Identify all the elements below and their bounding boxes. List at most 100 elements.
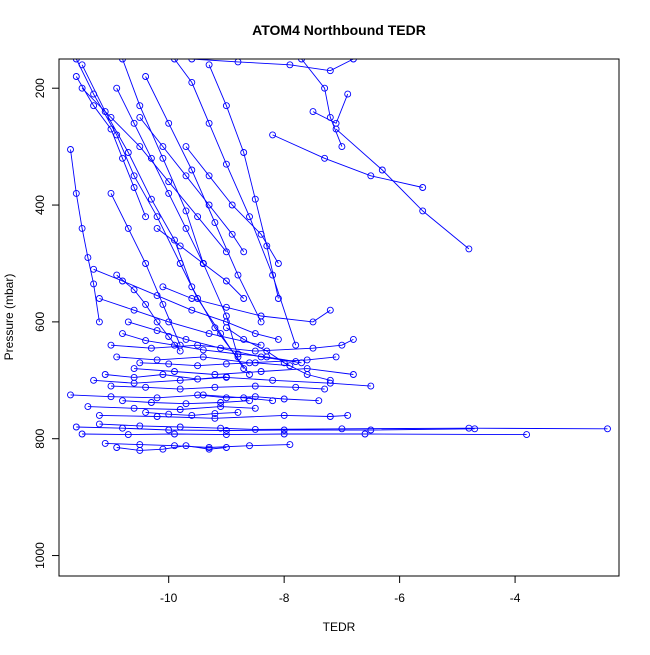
series-line xyxy=(272,134,423,188)
data-point xyxy=(604,425,611,433)
data-point xyxy=(523,431,531,439)
data-point xyxy=(130,365,138,373)
data-point xyxy=(326,379,334,387)
series-line xyxy=(99,298,262,346)
data-point xyxy=(153,213,161,221)
data-point xyxy=(142,337,150,345)
data-point xyxy=(199,353,207,361)
data-point xyxy=(142,300,150,308)
series-line xyxy=(76,426,475,431)
data-point xyxy=(113,84,121,92)
data-point xyxy=(315,397,323,405)
data-point xyxy=(240,394,248,402)
data-point xyxy=(222,427,230,434)
data-point xyxy=(222,248,230,256)
series-line xyxy=(110,193,181,346)
data-point xyxy=(171,442,178,450)
data-point xyxy=(367,382,375,390)
data-point xyxy=(176,376,184,384)
data-point xyxy=(136,102,144,110)
data-point xyxy=(119,330,126,338)
data-point xyxy=(211,324,219,332)
data-point xyxy=(269,271,277,279)
data-point xyxy=(136,113,144,121)
data-point xyxy=(113,131,121,139)
data-point xyxy=(338,341,346,349)
data-point xyxy=(217,403,225,411)
data-point xyxy=(217,424,225,432)
data-point xyxy=(182,442,190,450)
data-point xyxy=(101,439,109,447)
data-point xyxy=(107,189,115,197)
data-point xyxy=(292,341,300,349)
series-line xyxy=(162,286,331,323)
data-point xyxy=(326,376,334,384)
data-point xyxy=(159,445,167,453)
series-line xyxy=(122,333,296,363)
data-point xyxy=(251,359,259,367)
data-point xyxy=(338,425,346,433)
data-point xyxy=(182,143,190,151)
data-point xyxy=(240,335,248,343)
data-point xyxy=(228,201,236,209)
data-point xyxy=(344,411,352,419)
data-point xyxy=(222,360,230,368)
data-point xyxy=(309,318,317,326)
data-point xyxy=(194,391,202,399)
data-point xyxy=(251,404,259,412)
data-point xyxy=(188,306,196,314)
y-axis: 200 400 600 800 1000 xyxy=(33,78,59,569)
data-point xyxy=(90,102,98,110)
series-line xyxy=(128,321,302,364)
data-point xyxy=(107,125,115,133)
data-point xyxy=(147,399,155,406)
x-axis: -10 -8 -6 -4 xyxy=(160,576,521,605)
data-point xyxy=(234,350,242,358)
data-point xyxy=(194,213,202,221)
data-point xyxy=(211,219,219,227)
series-line xyxy=(145,411,239,416)
data-point xyxy=(119,397,126,405)
data-point xyxy=(344,90,352,98)
data-point xyxy=(257,312,265,320)
data-point xyxy=(263,353,271,361)
data-point xyxy=(130,404,138,412)
data-point xyxy=(419,184,427,191)
data-point xyxy=(378,166,386,174)
series-line xyxy=(82,433,527,436)
data-point xyxy=(280,411,288,419)
data-point xyxy=(153,292,161,300)
data-point xyxy=(309,108,317,116)
data-point xyxy=(217,344,225,352)
data-point xyxy=(95,318,103,326)
data-point xyxy=(280,359,288,367)
data-point xyxy=(361,430,369,438)
series-line xyxy=(335,128,470,250)
data-point xyxy=(205,445,213,453)
data-point xyxy=(124,224,132,232)
data-point xyxy=(251,425,259,433)
data-point xyxy=(211,410,219,418)
data-point xyxy=(269,376,277,384)
data-point xyxy=(326,413,334,420)
data-point xyxy=(171,368,178,375)
data-point xyxy=(188,78,196,86)
data-point xyxy=(107,113,115,121)
data-point xyxy=(332,353,340,361)
data-point xyxy=(211,371,219,378)
data-point xyxy=(222,277,230,285)
data-point xyxy=(78,61,86,69)
data-point xyxy=(251,195,259,203)
data-point xyxy=(222,431,230,439)
data-point xyxy=(199,346,207,354)
data-point xyxy=(119,277,126,285)
data-point xyxy=(326,67,334,75)
data-point xyxy=(292,383,300,391)
data-point xyxy=(188,295,196,302)
y-tick-label: 1000 xyxy=(33,542,47,569)
data-point xyxy=(217,330,225,338)
data-point xyxy=(367,426,375,434)
data-point xyxy=(194,341,202,349)
data-point xyxy=(84,403,92,411)
y-tick-label: 800 xyxy=(33,428,47,448)
